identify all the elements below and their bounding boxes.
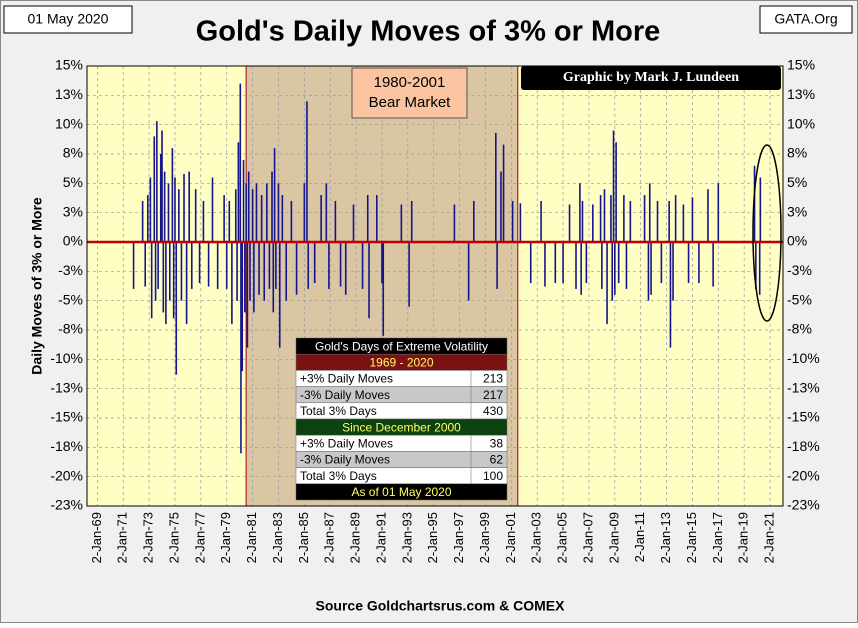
y-tick-label: -13% xyxy=(50,379,83,395)
x-tick-label: 2-Jan-09 xyxy=(606,512,621,563)
source-label: Source Goldchartsrus.com & COMEX xyxy=(316,598,566,614)
x-tick-label: 2-Jan-01 xyxy=(503,512,518,563)
x-tick-label: 2-Jan-17 xyxy=(710,512,725,563)
table-heading: Gold's Days of Extreme Volatility xyxy=(315,339,488,353)
y2-tick-label: 0% xyxy=(787,233,807,249)
credit-box xyxy=(521,66,781,90)
x-tick-label: 2-Jan-99 xyxy=(477,512,492,563)
table-heading: As of 01 May 2020 xyxy=(351,485,451,499)
table-value: 217 xyxy=(483,388,503,402)
x-tick-label: 2-Jan-75 xyxy=(166,512,181,563)
table-value: 100 xyxy=(483,469,503,483)
x-tick-label: 2-Jan-07 xyxy=(580,512,595,563)
table-label: Total 3% Days xyxy=(300,469,377,483)
y-tick-label: 0% xyxy=(63,233,83,249)
y2-tick-label: 5% xyxy=(787,174,807,190)
annotation-box xyxy=(351,67,468,119)
x-tick-label: 2-Jan-83 xyxy=(270,512,285,563)
y2-tick-label: -10% xyxy=(787,350,820,366)
x-tick-label: 2-Jan-19 xyxy=(736,512,751,563)
site-box xyxy=(759,5,853,34)
plot-border xyxy=(86,65,784,507)
y2-tick-label: -23% xyxy=(787,497,820,513)
table-label: -3% Daily Moves xyxy=(300,453,390,467)
x-tick-label: 2-Jan-13 xyxy=(658,512,673,563)
y2-tick-label: -18% xyxy=(787,438,820,454)
y-tick-label: -5% xyxy=(58,291,83,307)
y2-tick-label: 13% xyxy=(787,86,815,102)
y-tick-label: 5% xyxy=(63,174,83,190)
x-tick-label: 2-Jan-85 xyxy=(296,512,311,563)
y2-tick-label: 8% xyxy=(787,145,807,161)
x-tick-label: 2-Jan-73 xyxy=(141,512,156,563)
x-tick-label: 2-Jan-79 xyxy=(218,512,233,563)
table-value: 213 xyxy=(483,372,503,386)
x-tick-label: 2-Jan-11 xyxy=(632,512,647,562)
x-tick-label: 2-Jan-15 xyxy=(684,512,699,563)
highlight-ellipse xyxy=(752,144,782,322)
x-tick-label: 2-Jan-87 xyxy=(322,512,337,563)
x-tick-label: 2-Jan-91 xyxy=(373,512,388,563)
site-label: GATA.Org xyxy=(774,11,837,27)
y-tick-label: -3% xyxy=(58,262,83,278)
y2-tick-label: 15% xyxy=(787,57,815,73)
table-value: 430 xyxy=(483,404,503,418)
y-tick-label: 10% xyxy=(55,115,83,131)
x-tick-label: 2-Jan-81 xyxy=(244,512,259,563)
x-tick-label: 2-Jan-95 xyxy=(425,512,440,563)
x-tick-label: 2-Jan-89 xyxy=(348,512,363,563)
table-value: 38 xyxy=(490,436,504,450)
y-tick-label: -15% xyxy=(50,409,83,425)
y2-tick-label: -3% xyxy=(787,262,812,278)
y-tick-label: -8% xyxy=(58,321,83,337)
table-label: -3% Daily Moves xyxy=(300,388,390,402)
y2-tick-label: 3% xyxy=(787,203,807,219)
x-tick-label: 2-Jan-93 xyxy=(399,512,414,563)
x-tick-label: 2-Jan-97 xyxy=(451,512,466,563)
y-tick-label: -18% xyxy=(50,438,83,454)
y-tick-label: -20% xyxy=(50,467,83,483)
y2-tick-label: -13% xyxy=(787,379,820,395)
chart-title: Gold's Daily Moves of 3% or More xyxy=(196,16,661,48)
y-tick-label: 8% xyxy=(63,145,83,161)
x-tick-label: 2-Jan-05 xyxy=(555,512,570,563)
y-tick-label: -23% xyxy=(50,497,83,513)
table-label: Total 3% Days xyxy=(300,404,377,418)
plot: 1980-2001 Bear Market Graphic by Mark J. L… xyxy=(86,65,784,507)
credit-text: Graphic by Mark J. Lundeen xyxy=(563,70,739,85)
table-label: +3% Daily Moves xyxy=(300,372,393,386)
x-tick-label: 2-Jan-03 xyxy=(529,512,544,563)
table-band xyxy=(295,483,508,501)
y2-tick-label: -15% xyxy=(787,409,820,425)
y2-tick-label: 10% xyxy=(787,115,815,131)
y-tick-label: -10% xyxy=(50,350,83,366)
date-label: 01 May 2020 xyxy=(28,11,109,27)
annotation-text: Bear Market xyxy=(369,94,452,111)
y-tick-label: 13% xyxy=(55,86,83,102)
y-tick-label: 3% xyxy=(63,203,83,219)
x-tick-label: 2-Jan-21 xyxy=(762,512,777,563)
y-axis-label: Daily Moves of 3% or More xyxy=(29,197,45,375)
x-tick-label: 2-Jan-77 xyxy=(192,512,207,563)
y2-tick-label: -8% xyxy=(787,321,812,337)
date-box xyxy=(3,5,133,34)
y-tick-label: 15% xyxy=(55,57,83,73)
y2-tick-label: -20% xyxy=(787,467,820,483)
table-heading: 1969 - 2020 xyxy=(369,355,433,369)
table-heading: Since December 2000 xyxy=(342,420,461,434)
annotation-text: 1980-2001 xyxy=(374,74,446,91)
table-value: 62 xyxy=(490,453,504,467)
y2-tick-label: -5% xyxy=(787,291,812,307)
x-tick-label: 2-Jan-71 xyxy=(115,512,130,563)
x-tick-label: 2-Jan-69 xyxy=(89,512,104,563)
table-label: +3% Daily Moves xyxy=(300,436,393,450)
